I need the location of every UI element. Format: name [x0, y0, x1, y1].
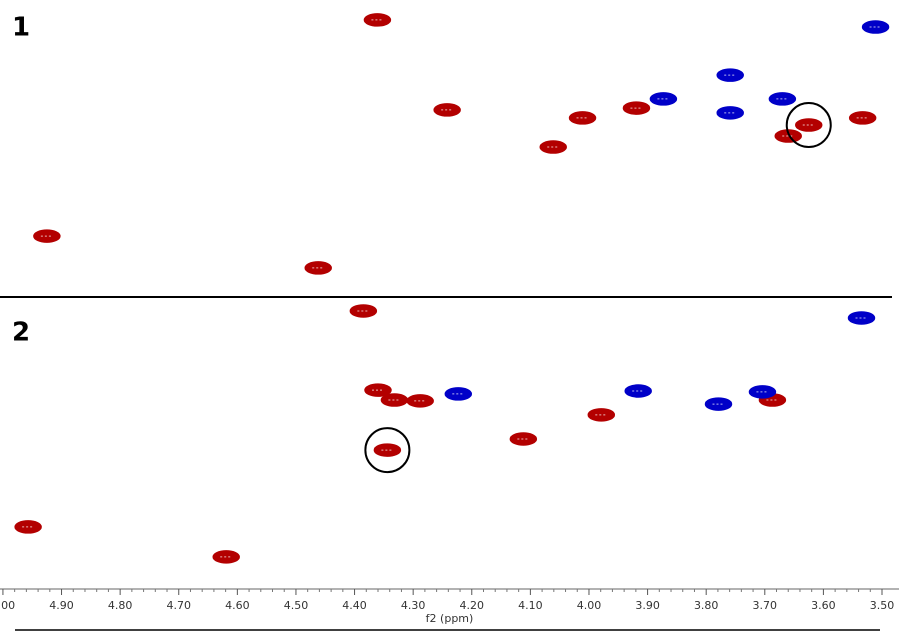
- x-tick-label: 4.60: [225, 599, 250, 612]
- x-tick-label: 5.00: [0, 599, 15, 612]
- highlight-circle: [364, 427, 411, 474]
- x-tick-label: 3.90: [635, 599, 660, 612]
- x-tick-label: 4.00: [577, 599, 602, 612]
- x-tick-label: 4.10: [518, 599, 543, 612]
- x-tick-label: 3.80: [694, 599, 719, 612]
- highlight-circle: [785, 102, 832, 149]
- x-tick-label: 3.70: [753, 599, 778, 612]
- x-tick-label: 3.50: [870, 599, 895, 612]
- x-tick-label: 4.90: [49, 599, 74, 612]
- x-tick-label: 4.50: [284, 599, 309, 612]
- x-tick-label: 4.20: [460, 599, 485, 612]
- x-tick-label: 4.30: [401, 599, 426, 612]
- x-tick-label: 4.70: [166, 599, 191, 612]
- panel-label: 1: [12, 13, 30, 43]
- x-tick-label: 4.40: [342, 599, 367, 612]
- panel-label: 2: [12, 318, 30, 348]
- x-tick-label: 4.80: [108, 599, 133, 612]
- x-tick-label: 3.60: [811, 599, 836, 612]
- x-axis-label: f2 (ppm): [426, 612, 474, 625]
